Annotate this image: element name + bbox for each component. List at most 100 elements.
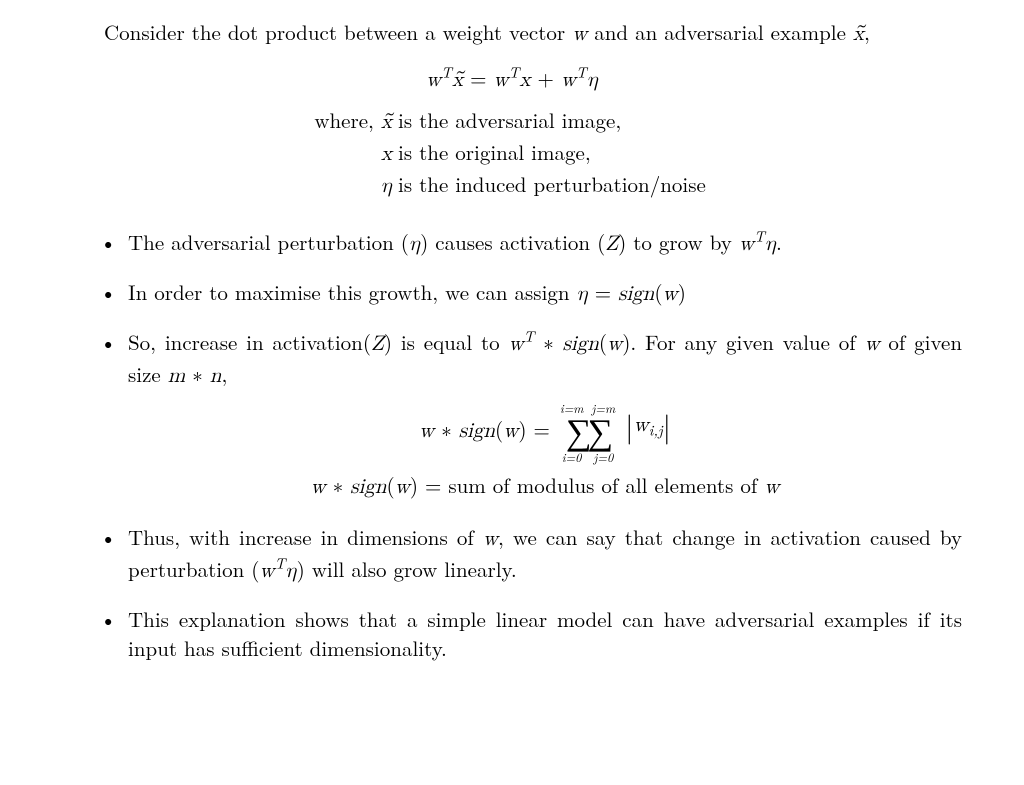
- eq-r1-x: x: [519, 70, 530, 91]
- text: and an adversarial example: [587, 17, 853, 47]
- equation-sum: w ∗ sign(w) = i=mj=m ∑∑ i=0j=0 |wi,j|: [128, 402, 962, 463]
- text: This explanation shows that a simple lin…: [128, 604, 962, 663]
- var-w: w: [864, 334, 879, 355]
- where-text-2: is the original image,: [398, 138, 962, 170]
- eq-lhs-w: w: [426, 70, 441, 91]
- text: ) to grow by: [618, 227, 739, 257]
- op-star: ∗: [534, 327, 562, 357]
- eq-plus: +: [531, 63, 561, 93]
- op-star: ∗: [185, 359, 210, 389]
- op-star: ∗: [326, 470, 351, 500]
- text: Consider the dot product between a weigh…: [104, 17, 572, 47]
- var-w: w: [663, 284, 678, 305]
- sup-T: T: [275, 553, 286, 574]
- text: In order to maximise this growth, we can…: [128, 277, 577, 307]
- where-text-3: is the induced perturbation/noise: [398, 170, 962, 202]
- sup-T: T: [524, 325, 535, 346]
- var-w: w: [572, 24, 587, 45]
- var-eta: η: [285, 561, 296, 582]
- where-label: where,: [314, 105, 381, 135]
- var-Z: Z: [371, 334, 384, 355]
- bullet-4: Thus, with increase in dimensions of w, …: [110, 523, 962, 587]
- var-eta: η: [409, 234, 420, 255]
- fn-sign: sign: [618, 284, 654, 305]
- abs-bar: |: [663, 413, 671, 437]
- var-w: w: [739, 234, 754, 255]
- op-star: ∗: [434, 414, 459, 444]
- document-page: Consider the dot product between a weigh…: [0, 0, 1024, 701]
- text: ) causes activation (: [420, 227, 605, 257]
- text: So, increase in activation(: [128, 327, 371, 357]
- fn-sign: sign: [459, 421, 495, 442]
- sigma-symbols: ∑∑: [560, 416, 615, 448]
- where-block: where, x̃ is the adversarial image, x is…: [62, 106, 962, 202]
- eq-r2-eta: η: [587, 70, 598, 91]
- where-sym-eta: η: [381, 176, 392, 197]
- eq-eq: =: [463, 63, 493, 93]
- var-n: n: [210, 366, 222, 387]
- intro-paragraph: Consider the dot product between a weigh…: [62, 18, 962, 50]
- bullet-list: The adversarial perturbation (η) causes …: [62, 228, 962, 663]
- subscript-ij: i,j: [649, 419, 663, 440]
- text: ,: [221, 359, 227, 389]
- var-w: w: [503, 421, 518, 442]
- lparen: (: [654, 277, 662, 307]
- eq-lhs-w: w: [311, 477, 326, 498]
- bullet-2: In order to maximise this growth, we can…: [110, 278, 962, 310]
- var-w: w: [395, 477, 410, 498]
- sum-bot-i: i=0: [562, 451, 582, 464]
- text: Thus, with increase in dimensions of: [128, 522, 483, 552]
- var-w: w: [508, 334, 523, 355]
- var-w: w: [764, 477, 779, 498]
- var-w: w: [634, 415, 649, 436]
- var-m: m: [168, 366, 186, 387]
- where-sym-x: x: [381, 144, 392, 165]
- bullet-3: So, increase in activation(Z) is equal t…: [110, 328, 962, 503]
- eq-r2-sup: T: [576, 62, 587, 83]
- eq-r1-sup: T: [509, 62, 520, 83]
- eq-r1-w: w: [493, 70, 508, 91]
- text: ,: [864, 17, 870, 47]
- var-eta: η: [577, 284, 588, 305]
- text: . For any given value of: [630, 327, 864, 357]
- text: The adversarial perturbation (: [128, 227, 409, 257]
- lparen: (: [495, 414, 503, 444]
- bullet-5: This explanation shows that a simple lin…: [110, 605, 962, 663]
- double-sum: i=mj=m ∑∑ i=0j=0: [560, 402, 615, 463]
- eq-r2-w: w: [561, 70, 576, 91]
- abs-bar: |: [625, 413, 633, 437]
- lparen: (: [599, 327, 607, 357]
- var-w: w: [483, 529, 498, 550]
- text: ) is equal to: [384, 327, 509, 357]
- rparen: ): [410, 470, 418, 500]
- var-Z: Z: [605, 234, 618, 255]
- fn-sign: sign: [563, 334, 599, 355]
- where-sym-xtilde: x̃: [381, 112, 392, 133]
- sup-T: T: [754, 226, 765, 247]
- text: .: [776, 227, 782, 257]
- rparen: ): [678, 277, 686, 307]
- equation-dot-product: wTx̃ = wTx + wTη: [62, 64, 962, 96]
- fn-sign: sign: [350, 477, 386, 498]
- eq-sign: =: [588, 277, 618, 307]
- eq-lhs-x: x̃: [452, 70, 463, 91]
- where-text-1: is the adversarial image,: [398, 106, 962, 138]
- eq-sign: =: [527, 414, 557, 444]
- lparen: (: [387, 470, 395, 500]
- var-w: w: [259, 561, 274, 582]
- var-w: w: [607, 334, 622, 355]
- eq-lhs-w: w: [419, 421, 434, 442]
- sum-bot-j: j=0: [594, 451, 614, 464]
- where-line-1: where, x̃ is the adversarial image,: [62, 106, 962, 138]
- abs-wij: |wi,j|: [625, 409, 671, 441]
- bullet-1: The adversarial perturbation (η) causes …: [110, 228, 962, 260]
- text: ) will also grow linearly.: [297, 554, 517, 584]
- eq-lhs-sup: T: [441, 62, 452, 83]
- rparen: ): [518, 414, 526, 444]
- var-eta: η: [765, 234, 776, 255]
- text: sum of modulus of all elements of: [448, 470, 764, 500]
- equation-sum-words: w ∗ sign(w) = sum of modulus of all elem…: [128, 471, 962, 503]
- var-xtilde: x̃: [853, 24, 864, 45]
- where-line-2: x is the original image,: [62, 138, 962, 170]
- eq-sign: =: [418, 470, 448, 500]
